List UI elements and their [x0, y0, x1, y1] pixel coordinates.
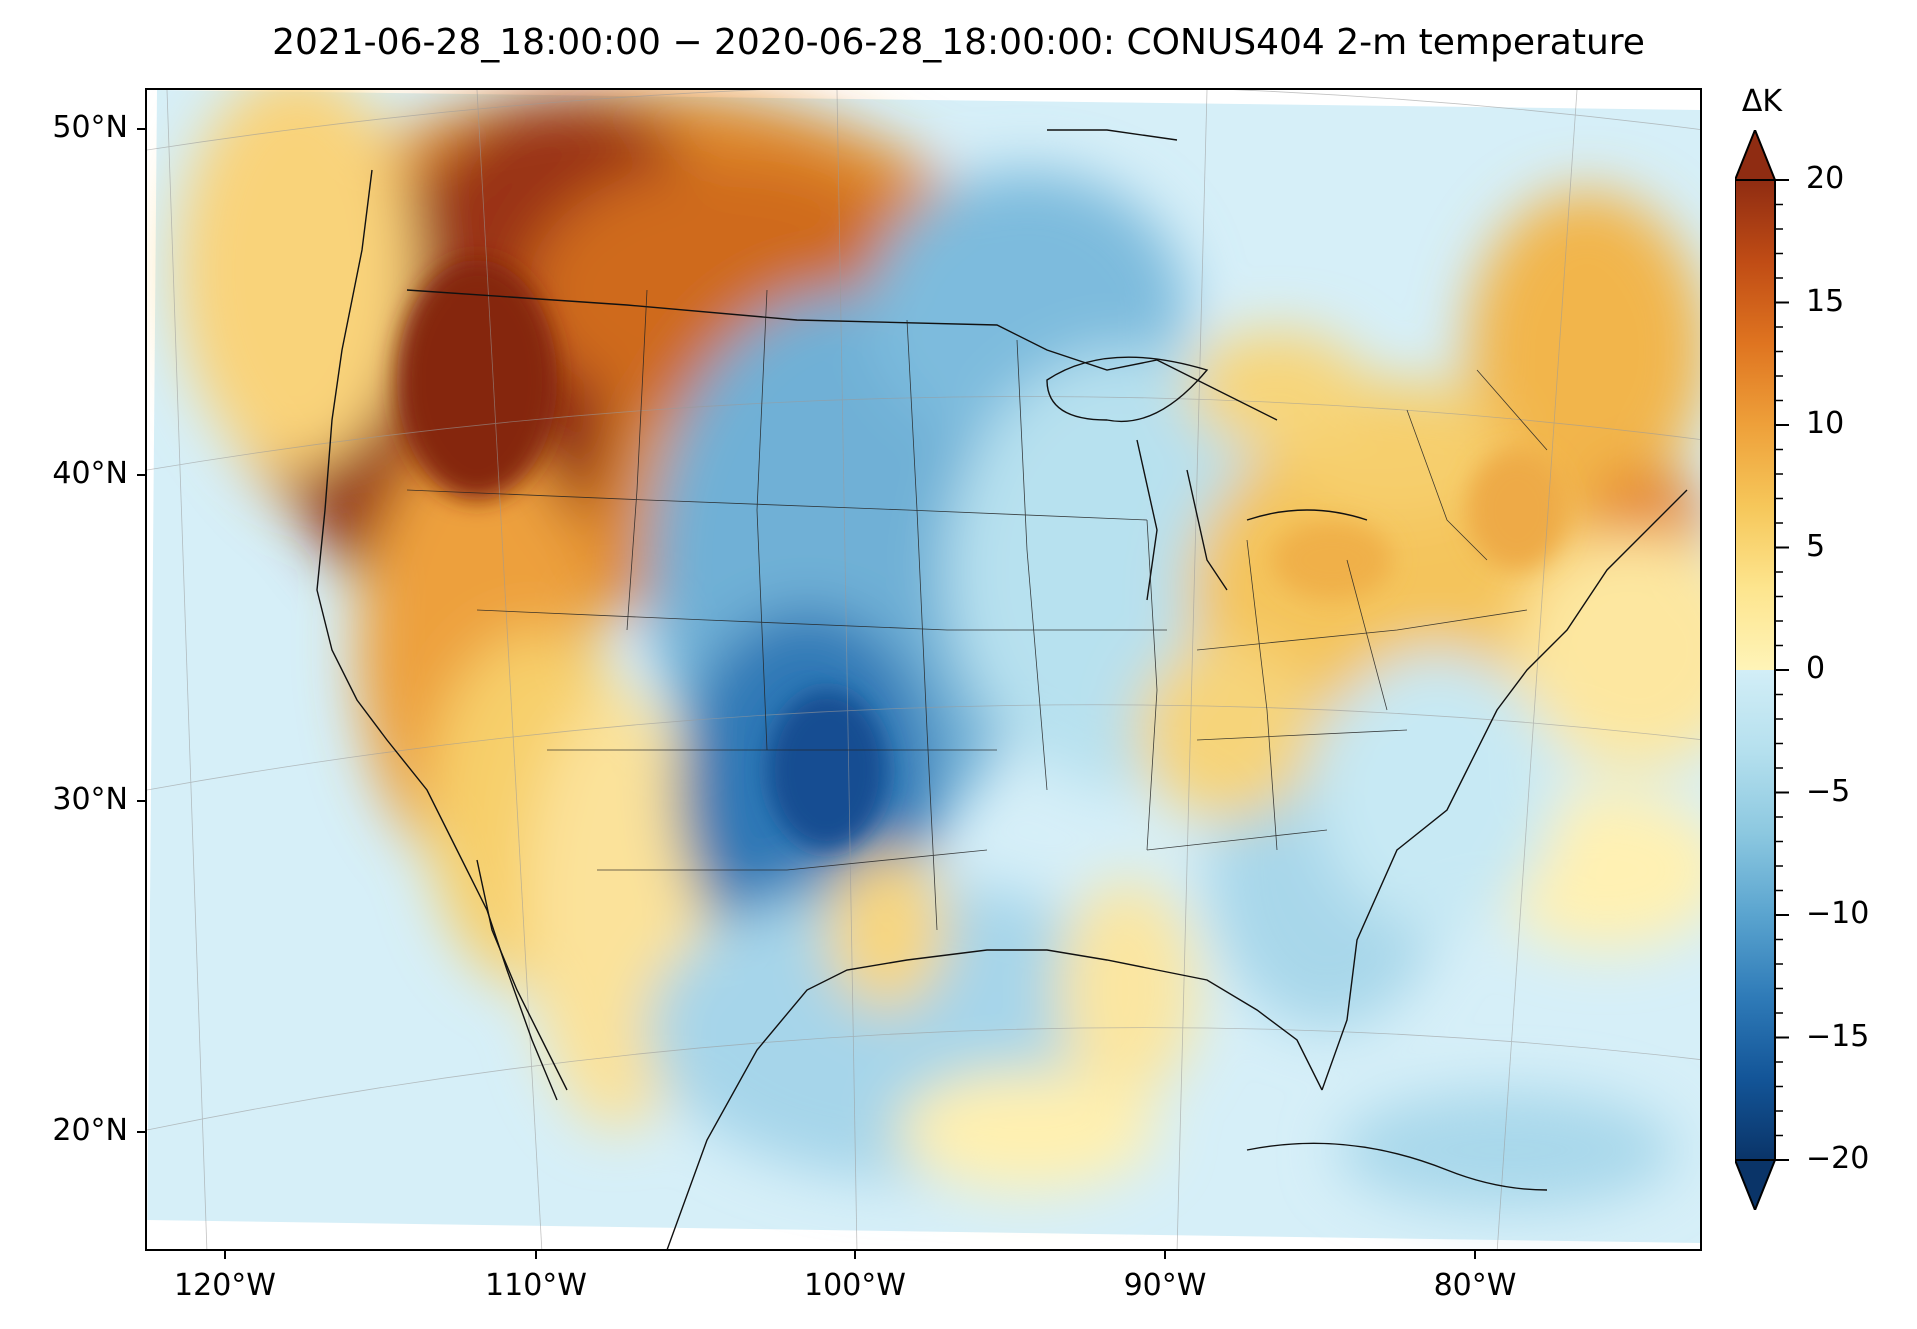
- colorbar-tick-label: 10: [1806, 406, 1845, 441]
- lat-tick: [137, 474, 145, 476]
- colorbar-tick-label: 0: [1806, 651, 1826, 686]
- lon-label-120w: 120°W: [174, 1268, 276, 1303]
- lon-label-90w: 90°W: [1123, 1268, 1207, 1303]
- colorbar-tick-label: 15: [1806, 283, 1845, 319]
- lon-label-100w: 100°W: [804, 1268, 906, 1303]
- lon-tick: [1164, 1251, 1166, 1259]
- boundaries: [316, 129, 1688, 1249]
- great-lakes: [1046, 356, 1209, 423]
- colorbar-tick-label: −5: [1806, 773, 1851, 809]
- domain-edge-blank: [147, 1220, 1700, 1249]
- lat-label-30n: 30°N: [52, 782, 128, 817]
- lat-label-20n: 20°N: [52, 1113, 128, 1148]
- state-lines: [406, 289, 1548, 931]
- lon-tick: [224, 1251, 226, 1259]
- colorbar-tick-label: 5: [1806, 528, 1826, 564]
- colorbar-unit: ΔK: [1741, 84, 1783, 119]
- chart-title: 2021-06-28_18:00:00 − 2020-06-28_18:00:0…: [272, 22, 1645, 63]
- colorbar-tick-label: −15: [1806, 1018, 1870, 1054]
- colorbar-tick-label: −10: [1806, 896, 1870, 931]
- colorbar: [1733, 127, 1900, 1213]
- lat-label-50n: 50°N: [52, 110, 128, 145]
- cuba: [1246, 1142, 1548, 1191]
- colorbar-gradient: [1734, 179, 1776, 1161]
- colorbar-max-arrow: [1733, 127, 1777, 181]
- lon-tick: [1474, 1251, 1476, 1259]
- lat-label-40n: 40°N: [52, 456, 128, 491]
- temperature-map: [147, 90, 1700, 1249]
- east-coast: [1321, 489, 1688, 1091]
- colorbar-tick-label: −20: [1806, 1141, 1870, 1176]
- gulf-coast: [666, 949, 1323, 1249]
- colorbar-tick-label: 20: [1806, 161, 1845, 196]
- map-panel[interactable]: [145, 88, 1702, 1251]
- lon-label-80w: 80°W: [1433, 1268, 1517, 1303]
- hudson-bay: [1047, 129, 1178, 141]
- lon-tick: [854, 1251, 856, 1259]
- colorbar-min-arrow: [1733, 1159, 1777, 1213]
- lon-tick: [535, 1251, 537, 1259]
- canada-border: [406, 289, 1278, 421]
- baja: [476, 859, 568, 1091]
- lon-label-110w: 110°W: [485, 1268, 587, 1303]
- lat-tick: [137, 800, 145, 802]
- graticule: [147, 90, 1700, 1249]
- lat-tick: [137, 1131, 145, 1133]
- lat-tick: [137, 128, 145, 130]
